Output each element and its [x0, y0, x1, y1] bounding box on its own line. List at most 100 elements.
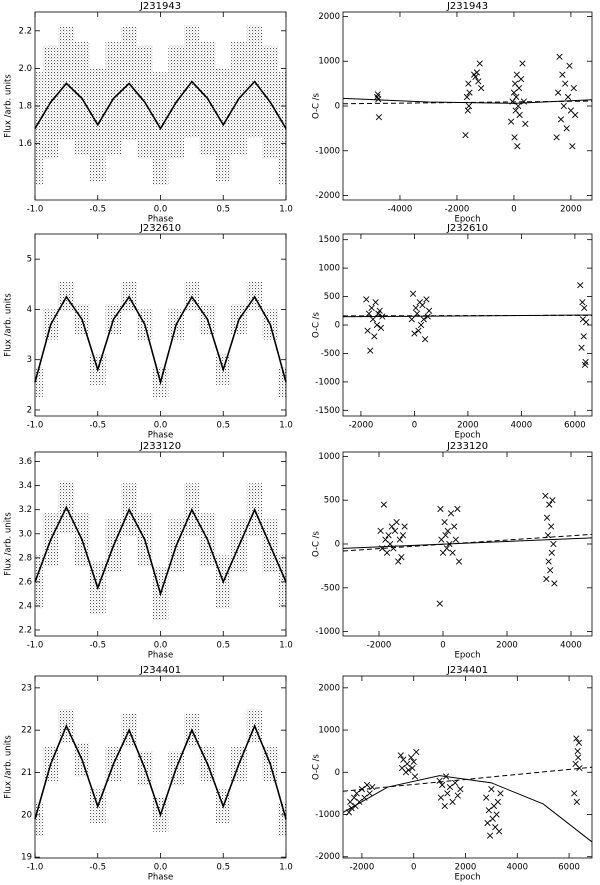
fit-line: [342, 533, 593, 552]
y-axis-label: O-C /s: [312, 530, 322, 556]
y-tick-label: 3.4: [18, 481, 32, 491]
data-point: [376, 307, 383, 314]
data-point: [576, 764, 583, 772]
data-point: [372, 299, 379, 306]
fit-line: [342, 100, 593, 105]
data-point: [562, 80, 569, 87]
data-point: [426, 307, 433, 314]
x-tick-label: -0.5: [89, 641, 106, 651]
x-tick-label: 1.0: [279, 421, 293, 431]
data-point: [385, 532, 392, 539]
data-point: [452, 536, 459, 543]
data-point: [436, 600, 443, 607]
data-point: [547, 567, 554, 574]
y-tick-label: 0: [335, 540, 340, 550]
data-point: [409, 290, 417, 297]
y-tick-label: 5: [27, 255, 32, 265]
data-point: [551, 580, 558, 587]
data-point: [363, 781, 371, 789]
data-point: [550, 540, 557, 548]
data-point: [476, 60, 483, 67]
x-tick-label: 4000: [511, 421, 533, 431]
data-point: [557, 116, 565, 123]
data-point: [417, 321, 425, 329]
data-point: [574, 748, 581, 755]
scatter-cloud: [278, 802, 286, 836]
panel-title: J233120: [446, 441, 488, 452]
data-point: [437, 794, 445, 801]
plot-frame: [34, 11, 287, 201]
x-axis-label: Phase: [148, 651, 173, 661]
x-tick-label: 6000: [564, 421, 586, 431]
data-point: [454, 505, 461, 513]
y-axis-label: Flux /arb. units: [4, 74, 14, 138]
data-point: [577, 282, 584, 289]
data-point: [401, 523, 408, 530]
data-point: [548, 549, 555, 556]
y-tick-label: 2.2: [18, 26, 32, 36]
data-point: [519, 60, 526, 67]
x-tick-label: 0.0: [154, 863, 168, 873]
x-tick-label: 6000: [558, 863, 580, 873]
data-point: [515, 102, 522, 110]
data-point: [575, 754, 582, 761]
x-tick-label: 4000: [506, 863, 528, 873]
data-point: [375, 114, 383, 121]
data-point: [543, 575, 550, 583]
x-tick-label: 0.5: [216, 641, 230, 651]
x-axis-label: Epoch: [454, 651, 480, 661]
data-point: [447, 510, 455, 517]
data-point: [496, 828, 503, 835]
scatter-cloud: [278, 555, 286, 609]
data-point: [439, 781, 446, 789]
x-tick-label: -2000: [350, 863, 375, 873]
data-point: [436, 777, 443, 784]
data-point: [465, 102, 473, 110]
data-point: [542, 492, 549, 499]
plot-frame: [34, 675, 287, 859]
y-tick-label: -500: [321, 349, 340, 359]
y-tick-label: 2.6: [18, 577, 32, 587]
data-point: [371, 333, 378, 340]
y-tick-label: 1500: [318, 235, 340, 245]
data-point: [572, 111, 579, 119]
y-tick-label: 1.6: [18, 139, 32, 149]
x-tick-label: -1.0: [27, 863, 44, 873]
x-tick-label: -4000: [388, 205, 413, 215]
x-tick-label: 0.5: [216, 863, 230, 873]
x-tick-label: 0.0: [154, 641, 168, 651]
data-point: [441, 518, 448, 526]
x-tick-label: -2000: [349, 421, 374, 431]
panel-title: J231943: [446, 1, 488, 12]
x-tick-label: 2000: [496, 641, 518, 651]
y-tick-label: 2000: [318, 683, 340, 693]
data-point: [463, 93, 471, 101]
panel-title: J232610: [446, 223, 488, 234]
data-point: [507, 118, 515, 125]
data-point: [396, 536, 403, 543]
data-point: [411, 330, 418, 337]
data-point: [407, 754, 415, 761]
y-tick-label: 2.4: [18, 601, 32, 611]
x-tick-label: 2000: [455, 863, 477, 873]
data-point: [457, 786, 464, 793]
data-point: [543, 514, 551, 521]
data-point: [553, 134, 560, 141]
scatter-cloud: [35, 555, 43, 609]
x-tick-label: -1.0: [27, 205, 44, 215]
x-axis-label: Epoch: [454, 215, 480, 225]
data-point: [367, 347, 374, 354]
data-point: [421, 336, 429, 343]
data-point: [462, 131, 469, 139]
y-tick-label: 3.6: [18, 457, 32, 467]
data-point: [442, 532, 449, 539]
data-point: [465, 80, 472, 87]
plot-frame: [342, 233, 593, 417]
y-axis-label: Flux /arb. units: [4, 293, 14, 357]
data-point: [363, 296, 370, 303]
data-point: [579, 299, 586, 306]
x-tick-label: -0.5: [89, 205, 106, 215]
data-point: [488, 786, 495, 793]
data-point: [375, 96, 382, 103]
